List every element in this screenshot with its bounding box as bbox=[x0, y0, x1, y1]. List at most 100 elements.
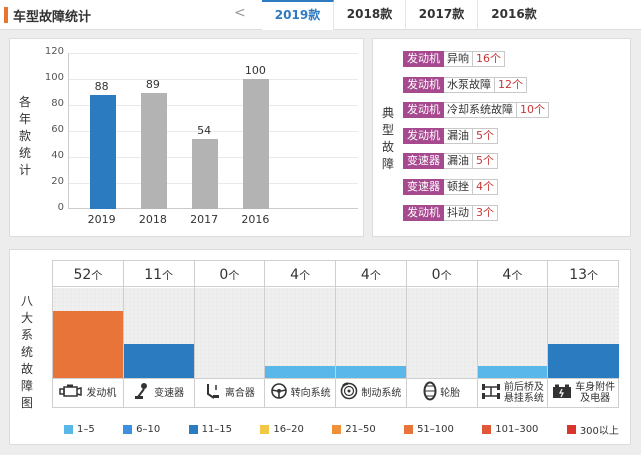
side-label-char: 典 bbox=[381, 106, 394, 120]
system-level-area bbox=[53, 288, 123, 378]
system-label: 转向系统 bbox=[265, 378, 335, 407]
fault-count: 5个 bbox=[473, 127, 498, 144]
tab-2019[interactable]: 2019款 bbox=[262, 0, 334, 30]
x-tick-label: 2017 bbox=[190, 213, 219, 226]
typical-faults-panel: 典型故障 发动机 异响 16个 发动机 水泵故障 12个 发动机 冷却系统故障 10个 发动机 漏油… bbox=[372, 38, 631, 237]
system-count: 4个 bbox=[336, 261, 406, 287]
system-level-area bbox=[336, 288, 406, 378]
system-name: 转向系统 bbox=[290, 387, 331, 399]
system-label: 变速器 bbox=[123, 378, 194, 407]
system-level-area bbox=[194, 288, 265, 378]
chart-side-label: 各年款统计 bbox=[18, 94, 32, 179]
legend-swatch bbox=[332, 425, 342, 434]
system-label: 制动系统 bbox=[336, 378, 406, 407]
system-count-unit: 个 bbox=[299, 269, 311, 282]
fault-item[interactable]: 发动机 漏油 5个 bbox=[403, 127, 498, 144]
system-name: 车身附件 及电器 bbox=[575, 382, 616, 404]
system-count: 4个 bbox=[477, 261, 548, 287]
system-count-unit: 个 bbox=[511, 269, 523, 282]
system-column[interactable]: 4个转向系统 bbox=[265, 261, 336, 407]
grid-line bbox=[69, 79, 358, 80]
axle-icon bbox=[481, 382, 501, 404]
legend-swatch bbox=[64, 425, 73, 434]
fault-name: 漏油 bbox=[444, 127, 473, 144]
system-name: 发动机 bbox=[86, 387, 117, 399]
fault-item[interactable]: 变速器 顿挫 4个 bbox=[403, 179, 498, 195]
tab-2016[interactable]: 2016款 bbox=[491, 7, 537, 21]
battery-icon bbox=[552, 383, 572, 403]
title-accent-bar bbox=[4, 7, 8, 23]
bar-2019[interactable] bbox=[89, 94, 116, 209]
legend-item: 16–20 bbox=[260, 422, 304, 437]
system-faults-panel: 八大系统故障图 52个 发动机 11个 变速器 0个 离合器 4个 转向系统 4个 制动系统 0个轮… bbox=[9, 249, 631, 445]
system-count-value: 4 bbox=[290, 267, 300, 283]
system-count-value: 4 bbox=[360, 267, 370, 283]
legend-swatch bbox=[123, 425, 133, 434]
system-level-area bbox=[406, 288, 477, 378]
legend-item: 1–5 bbox=[64, 422, 95, 437]
bar-value-label: 54 bbox=[197, 123, 212, 137]
fault-item[interactable]: 变速器 漏油 5个 bbox=[403, 153, 498, 170]
legend-item: 6–10 bbox=[123, 422, 160, 437]
x-tick-label: 2019 bbox=[87, 213, 116, 226]
side-label-char: 大 bbox=[20, 311, 33, 325]
y-tick-label: 20 bbox=[51, 176, 64, 187]
legend-label: 300以上 bbox=[579, 426, 619, 437]
system-level-fill bbox=[265, 366, 335, 378]
bar-2016[interactable] bbox=[243, 79, 270, 209]
system-level-area bbox=[265, 288, 335, 378]
fault-count: 5个 bbox=[473, 153, 498, 170]
legend-label: 51–100 bbox=[417, 424, 454, 435]
bar-2017[interactable] bbox=[192, 138, 219, 209]
page-title: 车型故障统计 bbox=[13, 10, 92, 25]
system-count-value: 11 bbox=[144, 267, 163, 283]
system-name: 前后桥及 悬挂系统 bbox=[503, 382, 544, 404]
year-tabs: 2019款 2018款 2017款 2016款 bbox=[262, 0, 550, 30]
system-count-value: 13 bbox=[569, 267, 588, 283]
fault-category: 变速器 bbox=[403, 179, 444, 195]
fault-item[interactable]: 发动机 异响 16个 bbox=[403, 51, 505, 67]
bar-2018[interactable] bbox=[140, 93, 167, 209]
system-count: 4个 bbox=[265, 261, 335, 287]
fault-name: 水泵故障 bbox=[444, 76, 495, 93]
system-count-unit: 个 bbox=[440, 269, 452, 282]
system-level-fill bbox=[548, 343, 619, 378]
system-column[interactable]: 13个 车身附件 及电器 bbox=[548, 261, 619, 407]
yearly-chart-panel: 各年款统计 0 20 40 60 80 100 120 88 2019 89 2018 54 2017 1… bbox=[9, 38, 364, 237]
fault-category: 发动机 bbox=[403, 102, 444, 119]
system-column[interactable]: 52个 发动机 bbox=[53, 261, 124, 407]
system-column[interactable]: 11个变速器 bbox=[123, 261, 195, 407]
legend-item: 21–50 bbox=[332, 422, 376, 437]
fault-category: 变速器 bbox=[403, 153, 444, 170]
legend-label: 101–300 bbox=[495, 424, 539, 435]
tab-2017[interactable]: 2017款 bbox=[406, 0, 478, 30]
side-label-char: 计 bbox=[18, 163, 31, 177]
system-count: 11个 bbox=[123, 261, 194, 287]
system-side-label: 八大系统故障图 bbox=[20, 293, 34, 412]
system-column[interactable]: 4个前后桥及 悬挂系统 bbox=[477, 261, 549, 407]
prev-arrow-button[interactable]: < bbox=[234, 5, 246, 21]
header-bar: 车型故障统计 < 2019款 2018款 2017款 2016款 bbox=[0, 0, 641, 30]
legend-label: 21–50 bbox=[345, 424, 376, 435]
system-count-unit: 个 bbox=[162, 269, 174, 282]
y-tick-label: 100 bbox=[44, 72, 64, 83]
system-name: 变速器 bbox=[154, 387, 185, 399]
fault-category: 发动机 bbox=[403, 51, 444, 67]
color-legend: 1–5 6–10 11–15 16–20 21–50 51–100 101–300 300以上 bbox=[64, 422, 619, 437]
grid-line bbox=[69, 131, 358, 132]
fault-count: 3个 bbox=[473, 204, 498, 221]
fault-item[interactable]: 发动机 冷却系统故障 10个 bbox=[403, 102, 549, 119]
engine-icon bbox=[59, 383, 83, 403]
grid-line bbox=[69, 105, 358, 106]
system-column[interactable]: 0个 轮胎 bbox=[406, 261, 478, 407]
x-tick-label: 2018 bbox=[138, 213, 167, 226]
system-column[interactable]: 4个制动系统 bbox=[336, 261, 407, 407]
system-column[interactable]: 0个 离合器 bbox=[194, 261, 266, 407]
bar-value-label: 100 bbox=[244, 64, 266, 77]
side-label-char: 障 bbox=[381, 157, 394, 171]
x-tick-label: 2016 bbox=[241, 213, 270, 226]
side-label-char: 障 bbox=[20, 379, 33, 393]
fault-item[interactable]: 发动机 水泵故障 12个 bbox=[403, 76, 527, 93]
fault-item[interactable]: 发动机 抖动 3个 bbox=[403, 204, 498, 221]
tab-2018[interactable]: 2018款 bbox=[334, 0, 406, 30]
